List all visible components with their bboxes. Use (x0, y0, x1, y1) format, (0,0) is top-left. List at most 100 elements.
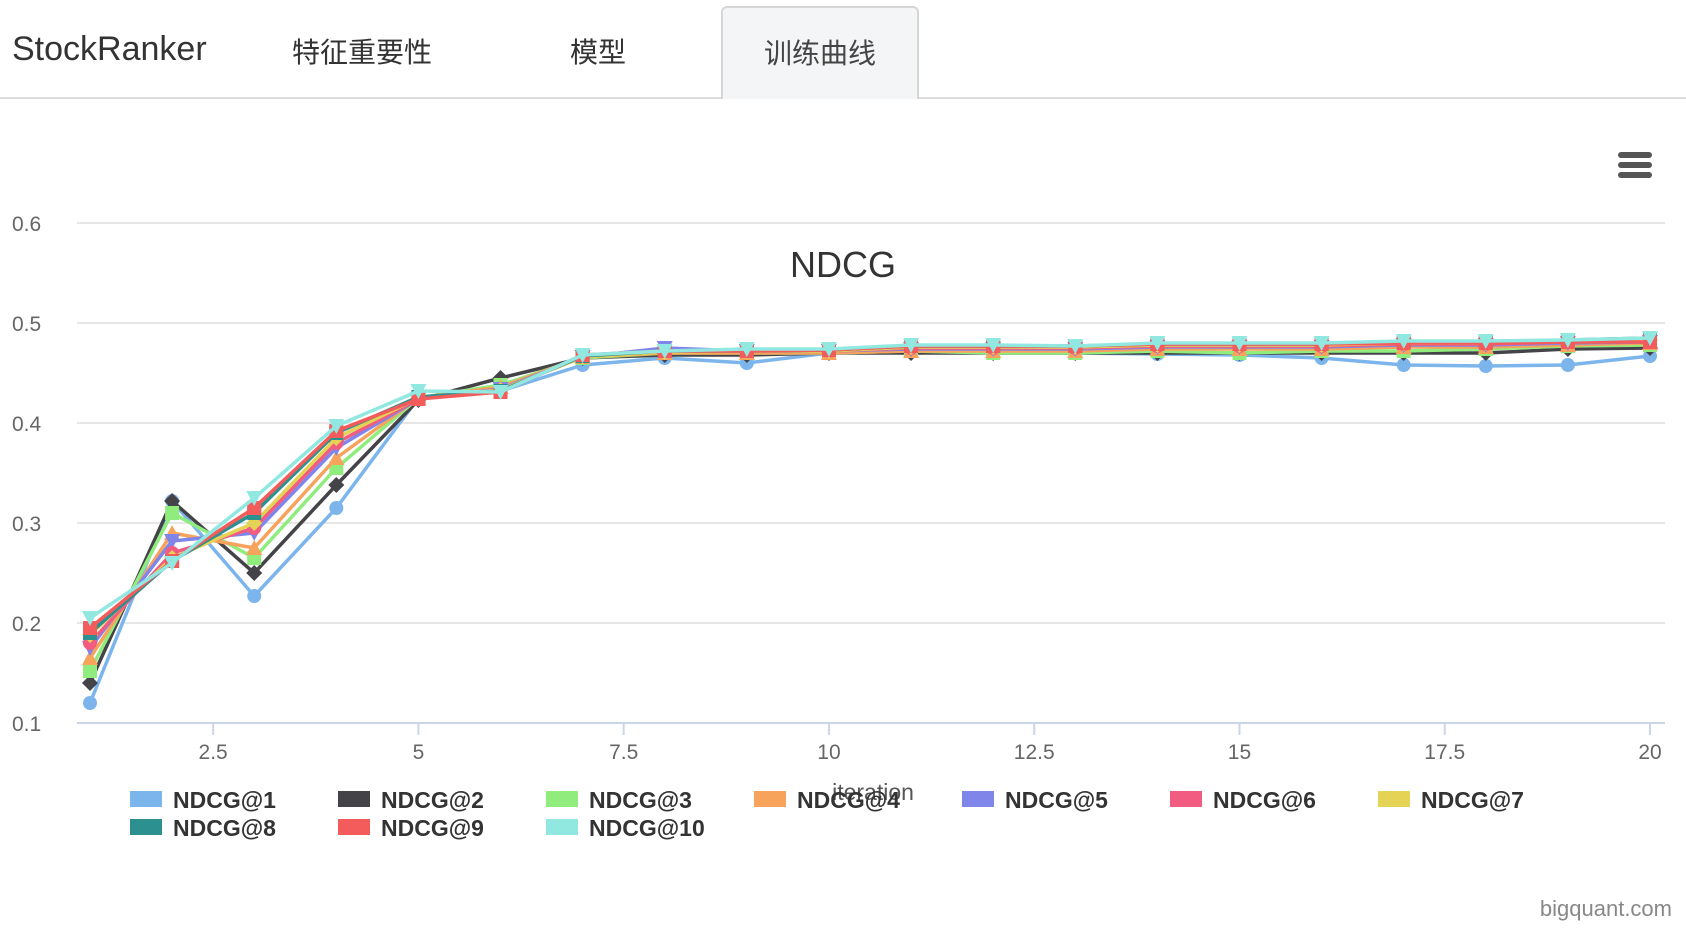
data-point (82, 675, 98, 691)
data-point (83, 664, 97, 678)
x-tick-label: 2.5 (199, 741, 228, 764)
series-line (88, 341, 1651, 659)
data-point (1477, 334, 1494, 349)
chart-menu-icon[interactable] (1618, 152, 1652, 182)
data-point (1395, 334, 1412, 349)
data-point (738, 342, 755, 357)
data-point (328, 477, 345, 493)
data-point (246, 540, 263, 555)
tab-bar: StockRanker 特征重要性 模型 训练曲线 (0, 0, 1686, 99)
legend-item[interactable]: NDCG@6 (1170, 787, 1316, 813)
data-point (1149, 336, 1166, 351)
legend-swatch (338, 819, 370, 835)
data-point (1559, 333, 1576, 348)
series-line (88, 340, 1651, 650)
data-point (328, 419, 345, 434)
x-tick-label: 20 (1638, 741, 1661, 764)
legend-item[interactable]: NDCG@9 (338, 815, 484, 841)
x-tick-label: 12.5 (1014, 741, 1055, 764)
series-ndcg-3 (83, 338, 1657, 678)
data-point (164, 556, 181, 571)
data-point (985, 338, 1002, 353)
series-ndcg-5 (82, 335, 1658, 656)
series-ndcg-4 (82, 335, 1658, 665)
series-line (89, 336, 1651, 620)
legend-swatch (130, 819, 162, 835)
y-tick-label: 0.2 (12, 613, 41, 636)
data-point (328, 450, 345, 465)
y-tick-label: 0.5 (12, 313, 41, 336)
chart-title: NDCG (790, 244, 896, 285)
data-point (492, 385, 509, 400)
data-point (246, 491, 263, 506)
legend-item[interactable]: NDCG@10 (546, 815, 705, 841)
legend-item[interactable]: NDCG@2 (338, 787, 484, 813)
data-point (1396, 358, 1411, 372)
legend-label: NDCG@10 (589, 815, 705, 841)
legend-item[interactable]: NDCG@4 (754, 787, 900, 813)
legend-item[interactable]: NDCG@7 (1378, 787, 1524, 813)
data-point (82, 650, 98, 665)
legend-label: NDCG@2 (381, 787, 484, 813)
legend-item[interactable]: NDCG@3 (546, 787, 692, 813)
chart-legend[interactable]: NDCG@1 NDCG@2 NDCG@3 NDCG@4 NDCG@5 NDCG@6 NDCG… (130, 787, 1524, 841)
legend-swatch (1170, 791, 1202, 807)
tab-training-curve[interactable]: 训练曲线 (721, 6, 919, 99)
chart-series (82, 331, 1658, 710)
legend-label: NDCG@6 (1213, 787, 1316, 813)
legend-label: NDCG@4 (797, 787, 900, 813)
data-point (164, 534, 181, 549)
legend-swatch (546, 791, 578, 807)
chart-credit[interactable]: bigquant.com (1539, 896, 1672, 921)
series-ndcg-6 (83, 334, 1657, 650)
series-line (88, 339, 1651, 645)
legend-label: NDCG@9 (381, 815, 484, 841)
data-point (164, 493, 181, 509)
series-line (88, 338, 1651, 637)
legend-swatch (962, 791, 994, 807)
y-tick-label: 0.3 (12, 513, 41, 536)
y-tick-label: 0.1 (12, 713, 41, 736)
legend-swatch (1378, 791, 1410, 807)
legend-swatch (754, 791, 786, 807)
data-point (1313, 336, 1330, 351)
legend-item[interactable]: NDCG@1 (130, 787, 276, 813)
series-line (88, 348, 1651, 704)
y-tick-label: 0.6 (12, 213, 41, 236)
series-line (88, 340, 1650, 630)
data-point (1478, 359, 1493, 373)
data-point (410, 384, 427, 399)
data-point (1642, 331, 1658, 346)
tab-feature-importance[interactable]: 特征重要性 (291, 37, 432, 68)
data-point (83, 621, 97, 635)
data-point (1560, 358, 1575, 372)
data-point (820, 342, 837, 357)
x-axis: 2.5 5 7.5 10 12.5 15 17.5 20 (77, 722, 1665, 764)
series-ndcg-2 (82, 340, 1658, 691)
data-point (1067, 339, 1084, 354)
x-tick-label: 17.5 (1424, 741, 1465, 764)
data-point (329, 501, 344, 515)
data-point (1231, 336, 1248, 351)
ndcg-line-chart: NDCG 2.5 5 7.5 10 12.5 15 17.5 20 0.10.20.30.40… (12, 213, 1665, 841)
data-point (247, 501, 262, 515)
x-tick-label: 5 (413, 741, 425, 764)
legend-swatch (338, 791, 370, 807)
chart-container: NDCG 2.5 5 7.5 10 12.5 15 17.5 20 0.1 0.2 0.3 0.4 0… (0, 100, 1686, 930)
legend-label: NDCG@3 (589, 787, 692, 813)
legend-label: NDCG@7 (1421, 787, 1524, 813)
legend-label: NDCG@8 (173, 815, 276, 841)
y-axis: 0.1 0.2 0.3 0.4 0.5 0.6 (12, 213, 42, 736)
data-point (246, 565, 263, 581)
series-line (88, 346, 1651, 684)
data-point (656, 344, 673, 359)
tab-model[interactable]: 模型 (569, 37, 626, 68)
x-tick-label: 10 (817, 741, 840, 764)
brand-title: StockRanker (12, 30, 207, 68)
legend-item[interactable]: NDCG@8 (130, 815, 276, 841)
x-tick-label: 7.5 (609, 741, 638, 764)
x-tick-label: 15 (1228, 741, 1251, 764)
legend-item[interactable]: NDCG@5 (962, 787, 1108, 813)
legend-swatch (130, 791, 162, 807)
legend-swatch (546, 819, 578, 835)
